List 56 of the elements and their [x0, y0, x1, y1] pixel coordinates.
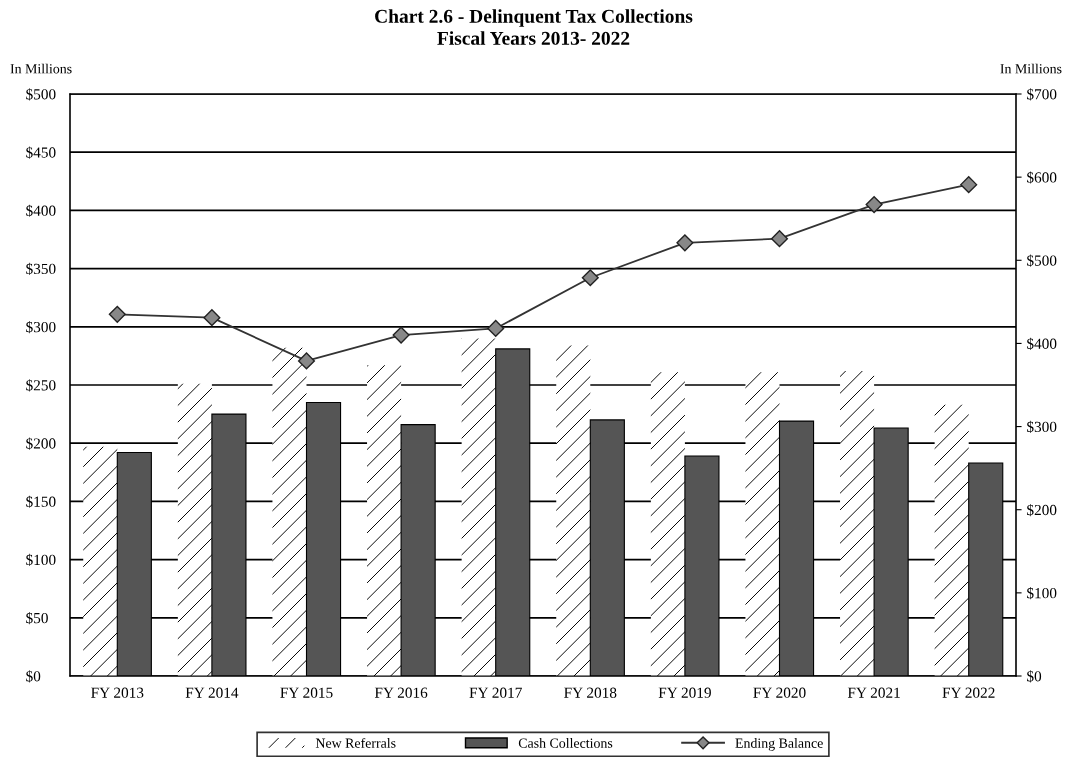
- y-tick-label: $50: [26, 612, 48, 625]
- point: [770, 230, 789, 248]
- y-tick-label: $100: [26, 553, 56, 567]
- bar: [745, 372, 780, 676]
- y-axis-title: In Millions: [10, 63, 72, 74]
- x-tick-label: FY 2016: [374, 687, 428, 698]
- bar: [934, 404, 969, 676]
- x-tick-label: FY 2018: [564, 687, 617, 698]
- y-tick-label: $500: [26, 88, 56, 101]
- y-tick-label: $0: [26, 670, 41, 683]
- x-tick-label: FY 2022: [942, 687, 995, 698]
- y-tick-label: $450: [26, 146, 56, 159]
- point: [960, 176, 978, 194]
- bar: [650, 372, 685, 676]
- legend-label: New Referrals: [315, 737, 396, 748]
- bar: [556, 345, 591, 676]
- bar: [272, 347, 307, 676]
- chart-subtitle: Fiscal Years 2013- 2022: [437, 31, 630, 45]
- point: [487, 319, 505, 338]
- y2-tick-label: $600: [1027, 171, 1057, 184]
- point: [392, 326, 410, 344]
- point: [676, 234, 694, 252]
- y-tick-label: $300: [26, 321, 56, 334]
- y2-axis-title: In Millions: [1000, 63, 1062, 74]
- y2-tick-label: $0: [1027, 670, 1042, 683]
- y-tick-label: $250: [26, 379, 56, 392]
- y2-tick-label: $100: [1027, 587, 1057, 600]
- y2-tick-label: $400: [1027, 337, 1057, 350]
- chart-title: Chart 2.6 - Delinquent Tax Collections: [375, 9, 693, 27]
- bar: [461, 338, 496, 676]
- x-tick-label: FY 2014: [185, 687, 239, 698]
- x-tick-label: FY 2021: [847, 687, 900, 698]
- x-tick-label: FY 2019: [658, 687, 711, 698]
- y-tick-label: $150: [26, 495, 56, 508]
- point: [108, 305, 126, 323]
- bar: [83, 446, 118, 676]
- legend-label: Ending Balance: [735, 738, 823, 751]
- point: [865, 196, 883, 214]
- y2-tick-label: $500: [1027, 254, 1057, 267]
- bar: [367, 365, 402, 676]
- y2-tick-label: $200: [1027, 503, 1057, 517]
- y2-tick-label: $300: [1027, 420, 1057, 434]
- x-tick-label: FY 2017: [469, 687, 522, 698]
- y2-tick-label: $700: [1027, 88, 1057, 101]
- y-tick-label: $350: [26, 262, 56, 276]
- point: [297, 352, 316, 370]
- y-tick-label: $200: [26, 437, 56, 450]
- x-tick-label: FY 2020: [753, 687, 806, 698]
- point: [203, 309, 221, 327]
- x-tick-label: FY 2015: [280, 687, 333, 698]
- bar: [840, 371, 875, 676]
- y-tick-label: $400: [26, 204, 56, 217]
- point: [581, 269, 599, 287]
- legend-label: Cash Collections: [518, 738, 613, 748]
- bar: [177, 383, 212, 676]
- x-tick-label: FY 2013: [91, 687, 144, 698]
